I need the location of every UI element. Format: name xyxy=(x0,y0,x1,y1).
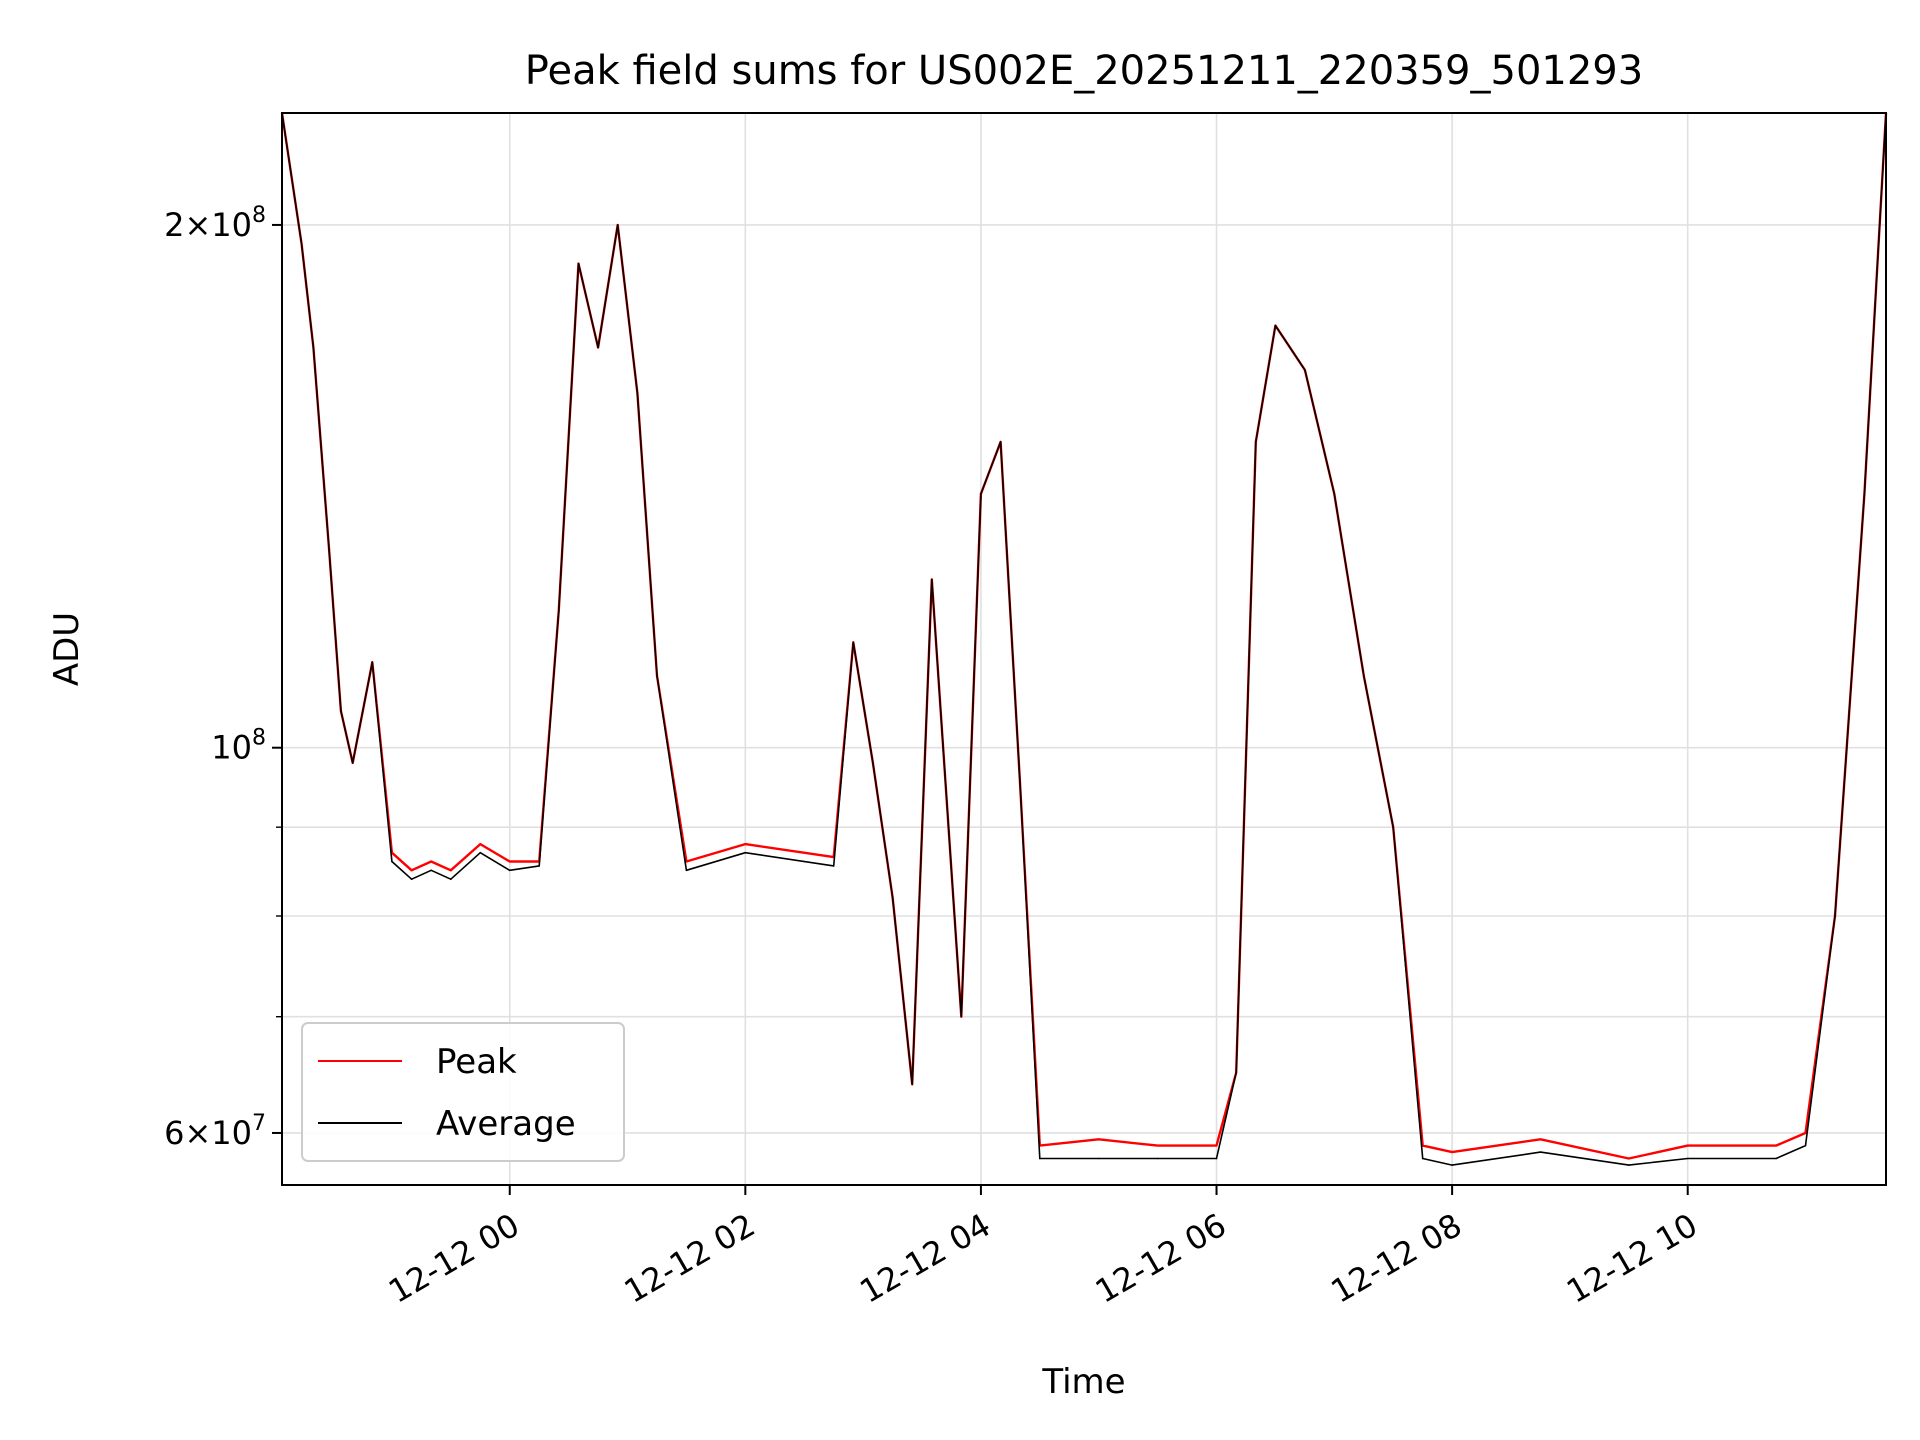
data-point-average xyxy=(1156,1157,1159,1160)
data-point-average xyxy=(577,262,580,265)
data-point-peak xyxy=(1686,1144,1689,1147)
data-point-average xyxy=(312,346,315,349)
data-point-peak xyxy=(1451,1151,1453,1153)
series-layer xyxy=(280,112,1888,1166)
data-point-average xyxy=(1421,1157,1424,1160)
y-tick-exponent: 7 xyxy=(252,1111,266,1136)
plot-frame xyxy=(281,112,1887,1186)
data-point-average xyxy=(685,869,688,872)
data-point-peak xyxy=(430,860,433,863)
data-point-average xyxy=(1863,493,1866,495)
grid xyxy=(282,113,1886,1185)
data-point-average xyxy=(616,224,619,226)
data-point-peak xyxy=(1156,1144,1159,1147)
data-point-average xyxy=(931,578,933,581)
data-point-average xyxy=(1775,1157,1777,1160)
legend-label-average: Average xyxy=(436,1104,576,1144)
data-point-average xyxy=(538,865,540,867)
data-point-average xyxy=(479,851,482,854)
y-tick-mantissa: 6 xyxy=(164,1114,184,1152)
data-point-average xyxy=(1097,1157,1100,1160)
data-point-average xyxy=(1215,1157,1218,1160)
data-point-peak xyxy=(1539,1138,1542,1141)
x-axis-label: Time xyxy=(1041,1362,1125,1402)
data-point-peak xyxy=(410,869,413,872)
data-point-average xyxy=(508,869,511,872)
data-point-average xyxy=(1039,1157,1041,1160)
y-tick-label: 2×108 xyxy=(164,203,266,244)
data-point-average xyxy=(1255,441,1257,443)
data-point-peak xyxy=(1215,1144,1218,1147)
data-point-peak xyxy=(685,860,688,863)
data-point-average xyxy=(328,549,330,551)
data-point-average xyxy=(891,896,894,899)
data-point-peak xyxy=(450,869,452,872)
data-point-average xyxy=(980,493,982,495)
data-point-peak xyxy=(744,843,747,845)
data-point-average xyxy=(1686,1157,1689,1160)
data-point-average xyxy=(852,641,855,644)
data-point-average xyxy=(636,392,639,395)
data-point-average xyxy=(1274,324,1277,327)
data-point-average xyxy=(300,243,303,245)
data-point-peak xyxy=(1628,1157,1630,1160)
data-point-average xyxy=(1235,1071,1237,1074)
data-point-average xyxy=(1392,826,1394,828)
data-point-peak xyxy=(1775,1144,1777,1147)
y-tick-mantissa: 2 xyxy=(164,206,184,244)
data-point-average xyxy=(351,762,354,764)
data-point-average xyxy=(1019,785,1021,788)
data-point-peak xyxy=(479,843,482,845)
data-point-average xyxy=(371,661,374,663)
data-point-average xyxy=(1363,675,1365,677)
y-tick-label: 6×107 xyxy=(164,1111,266,1152)
data-point-average xyxy=(1834,915,1836,917)
legend-box xyxy=(301,1022,625,1162)
data-point-average xyxy=(872,762,874,764)
data-point-average xyxy=(832,865,835,867)
data-point-average xyxy=(744,851,747,854)
y-tick-exponent: 8 xyxy=(252,203,266,228)
data-point-peak xyxy=(508,860,511,863)
data-point-average xyxy=(1804,1144,1807,1147)
data-point-peak xyxy=(1097,1138,1100,1141)
data-point-average xyxy=(1304,369,1306,371)
data-point-average xyxy=(597,346,599,349)
y-tick-exponent: 8 xyxy=(252,726,266,751)
data-point-average xyxy=(450,878,452,880)
data-point-average xyxy=(911,1083,913,1086)
data-point-average xyxy=(999,441,1002,443)
legend-label-peak: Peak xyxy=(436,1042,517,1082)
data-point-average xyxy=(656,675,658,677)
data-point-peak xyxy=(1804,1132,1807,1134)
y-axis-label: ADU xyxy=(47,612,87,686)
data-point-average xyxy=(558,609,560,611)
data-point-average xyxy=(410,878,413,880)
data-point-average xyxy=(391,860,393,863)
data-point-average xyxy=(1451,1164,1453,1166)
data-point-average xyxy=(430,869,433,872)
data-point-average xyxy=(1539,1151,1542,1153)
chart-title: Peak field sums for US002E_20251211_2203… xyxy=(525,48,1643,94)
data-point-average xyxy=(960,1015,963,1018)
legend: Peak Average xyxy=(301,1022,625,1162)
data-point-average xyxy=(340,710,342,712)
data-point-average xyxy=(1628,1164,1630,1166)
data-point-average xyxy=(1333,493,1336,495)
